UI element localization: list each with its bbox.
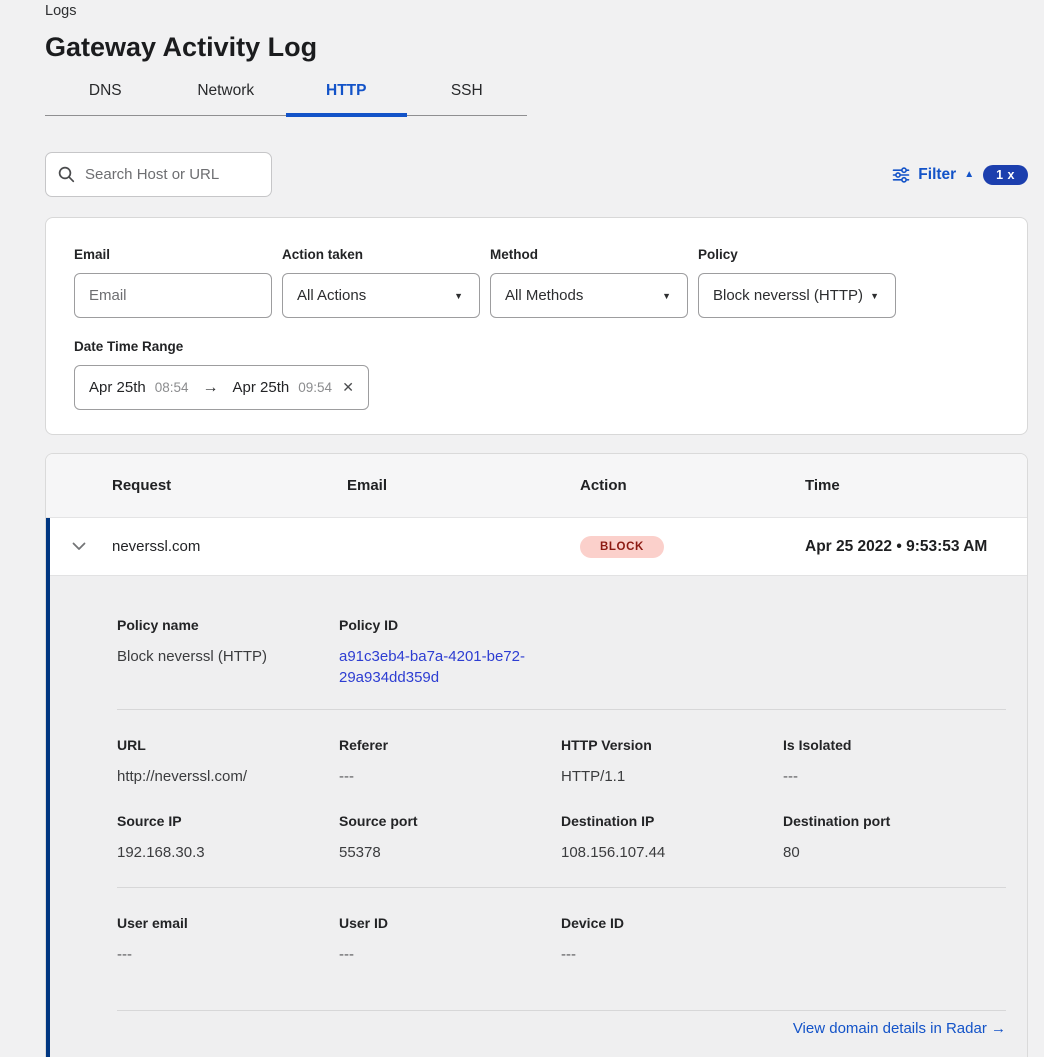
source-ip-value: 192.168.30.3 — [117, 844, 205, 861]
action-taken-select[interactable]: All Actions ▼ — [282, 273, 480, 318]
chevron-down-icon: ▼ — [870, 290, 879, 301]
source-port-value: 55378 — [339, 844, 381, 861]
breadcrumb[interactable]: Logs — [45, 3, 77, 19]
range-end-date[interactable]: Apr 25th — [232, 379, 290, 396]
method-selected-value: All Methods — [505, 287, 584, 304]
user-email-value: --- — [117, 946, 132, 963]
column-header-request: Request — [112, 477, 172, 494]
filter-button-label: Filter — [918, 165, 957, 183]
collapse-caret-icon: ▲ — [964, 168, 975, 180]
user-id-value: --- — [339, 946, 354, 963]
filter-count-badge[interactable]: 1 x — [983, 164, 1028, 185]
is-isolated-label: Is Isolated — [783, 737, 852, 753]
policy-id-label: Policy ID — [339, 617, 399, 633]
http-request-section: URL http://neverssl.com/ Referer --- HTT… — [117, 710, 1003, 787]
destination-port-value: 80 — [783, 844, 800, 861]
policy-name-label: Policy name — [117, 617, 199, 633]
radar-link-row: View domain details in Radar → — [117, 1011, 1006, 1038]
clear-date-range-icon[interactable]: ✕ — [342, 379, 354, 395]
referer-label: Referer — [339, 737, 389, 753]
chevron-down-icon: ▼ — [662, 290, 671, 301]
divider — [117, 1010, 1006, 1011]
action-taken-filter-field: Action taken All Actions ▼ — [282, 246, 480, 318]
policy-filter-field: Policy Block neverssl (HTTP) ▼ — [698, 246, 896, 318]
action-taken-selected-value: All Actions — [297, 287, 367, 304]
user-section: User email --- User ID --- Device ID --- — [117, 888, 1003, 965]
activity-log-table: Request Email Action Time neverssl.com B… — [45, 453, 1028, 1057]
tab-ssh[interactable]: SSH — [450, 82, 483, 99]
email-filter-field: Email — [74, 246, 272, 318]
tab-http[interactable]: HTTP — [286, 70, 407, 117]
date-time-range-field: Date Time Range Apr 25th 08:54 → Apr 25t… — [74, 338, 999, 410]
divider — [117, 887, 1006, 888]
row-request-host: neverssl.com — [112, 538, 201, 555]
filter-sliders-icon — [892, 166, 910, 184]
url-label: URL — [117, 737, 146, 753]
toolbar: Filter ▲ 1 x — [45, 152, 1028, 197]
arrow-right-icon: → — [202, 378, 219, 396]
range-end-time[interactable]: 09:54 — [298, 380, 333, 395]
policy-id-link[interactable]: a91c3eb4-ba7a-4201-be72-29a934dd359d — [339, 648, 525, 686]
search-box[interactable] — [45, 152, 284, 197]
method-filter-label: Method — [490, 247, 538, 262]
destination-ip-value: 108.156.107.44 — [561, 844, 666, 861]
destination-ip-label: Destination IP — [561, 813, 655, 829]
destination-port-label: Destination port — [783, 813, 891, 829]
column-header-time: Time — [805, 477, 840, 494]
url-value: http://neverssl.com/ — [117, 768, 248, 785]
policy-name-value: Block neverssl (HTTP) — [117, 648, 268, 665]
policy-section: Policy name Block neverssl (HTTP) Policy… — [117, 617, 1003, 688]
device-id-value: --- — [561, 946, 576, 963]
network-section: Source IP 192.168.30.3 Source port 55378… — [117, 813, 1003, 863]
column-header-action: Action — [580, 477, 627, 494]
row-timestamp: Apr 25 2022 • 9:53:53 AM — [805, 537, 988, 555]
filter-button[interactable]: Filter ▲ — [892, 166, 974, 184]
user-email-label: User email — [117, 915, 188, 931]
table-header-row: Request Email Action Time — [46, 454, 1027, 518]
http-version-value: HTTP/1.1 — [561, 768, 626, 785]
row-detail-panel: Policy name Block neverssl (HTTP) Policy… — [46, 576, 1027, 1057]
range-start-date[interactable]: Apr 25th — [89, 379, 146, 396]
search-icon — [58, 166, 75, 183]
email-filter-label: Email — [74, 247, 111, 262]
page-title: Gateway Activity Log — [45, 32, 318, 62]
user-id-label: User ID — [339, 915, 389, 931]
action-taken-filter-label: Action taken — [282, 247, 364, 262]
referer-value: --- — [339, 768, 354, 785]
date-time-range-picker[interactable]: Apr 25th 08:54 → Apr 25th 09:54 ✕ — [74, 365, 369, 410]
chevron-down-icon: ▼ — [454, 290, 463, 301]
method-filter-field: Method All Methods ▼ — [490, 246, 688, 318]
column-header-email: Email — [347, 477, 388, 494]
email-filter-input[interactable] — [89, 287, 257, 304]
source-port-label: Source port — [339, 813, 418, 829]
http-version-label: HTTP Version — [561, 737, 652, 753]
log-type-tabs: DNS Network HTTP SSH — [45, 70, 527, 117]
source-ip-label: Source IP — [117, 813, 182, 829]
tab-dns[interactable]: DNS — [88, 82, 122, 99]
tab-network[interactable]: Network — [197, 82, 255, 99]
divider — [117, 709, 1006, 710]
is-isolated-value: --- — [783, 768, 798, 785]
policy-select[interactable]: Block neverssl (HTTP) ▼ — [698, 273, 896, 318]
table-row[interactable]: neverssl.com BLOCK Apr 25 2022 • 9:53:53… — [46, 518, 1027, 576]
expanded-row-indicator — [46, 518, 50, 1057]
method-select[interactable]: All Methods ▼ — [490, 273, 688, 318]
device-id-label: Device ID — [561, 915, 625, 931]
range-start-time[interactable]: 08:54 — [154, 380, 189, 395]
view-domain-in-radar-link[interactable]: View domain details in Radar → — [792, 1020, 1006, 1037]
filter-panel: Email Action taken All Actions ▼ Method … — [45, 217, 1028, 435]
row-expand-chevron-icon[interactable] — [72, 542, 86, 551]
policy-selected-value: Block neverssl (HTTP) — [713, 287, 864, 304]
action-block-badge: BLOCK — [580, 535, 664, 558]
policy-filter-label: Policy — [698, 247, 738, 262]
date-time-range-label: Date Time Range — [74, 339, 184, 354]
search-input[interactable] — [85, 166, 284, 183]
